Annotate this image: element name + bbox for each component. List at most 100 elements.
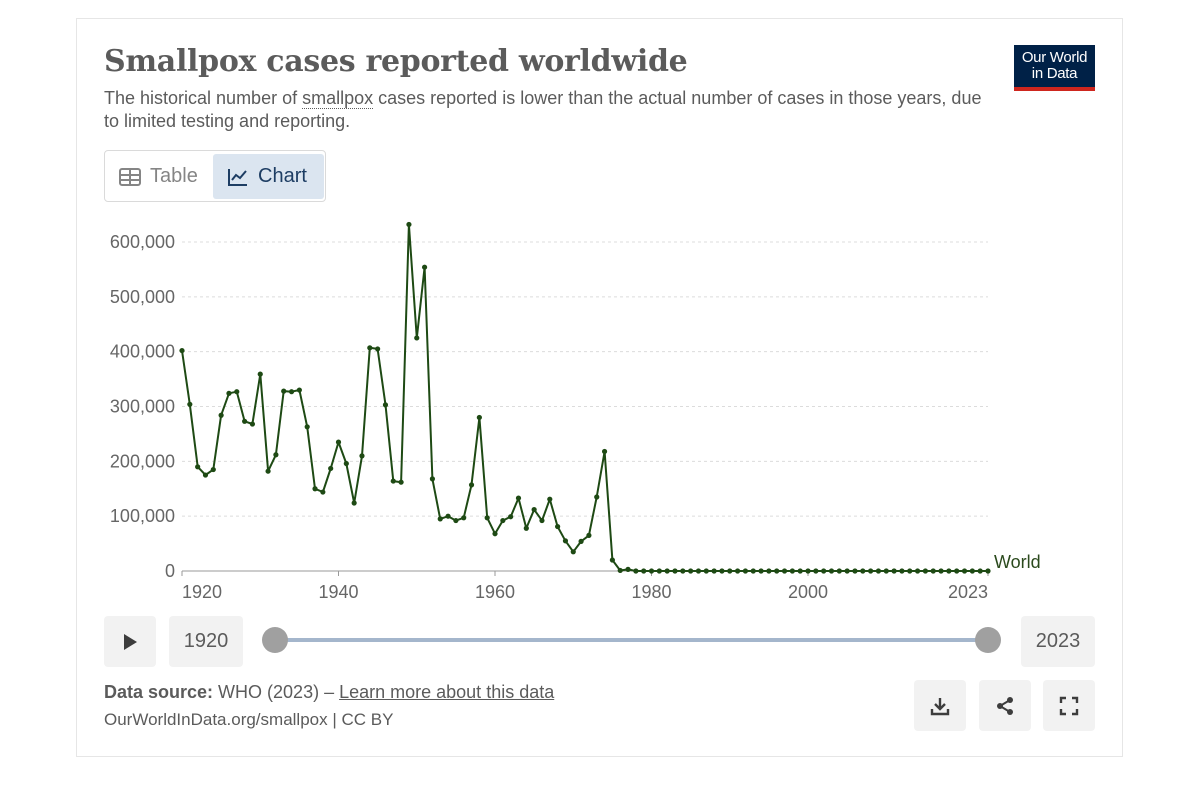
subtitle-text-start: The historical number of xyxy=(104,88,303,108)
series-world: World xyxy=(179,221,1041,574)
data-point xyxy=(484,515,490,521)
data-point xyxy=(860,568,866,574)
data-point xyxy=(304,424,310,430)
data-point xyxy=(805,568,811,574)
data-point xyxy=(672,568,678,574)
data-point xyxy=(570,549,576,555)
data-point xyxy=(539,517,545,524)
data-point xyxy=(922,568,928,574)
data-point xyxy=(969,568,975,574)
data-point xyxy=(406,221,412,228)
data-point xyxy=(242,418,248,424)
data-point xyxy=(609,557,615,563)
data-point xyxy=(328,465,334,472)
data-point xyxy=(711,568,717,574)
data-point xyxy=(445,513,451,519)
data-point xyxy=(734,568,741,574)
data-point xyxy=(234,389,240,395)
x-axis-ticks: 1920 1940 1960 1980 2000 2023 xyxy=(181,571,989,602)
data-point xyxy=(688,568,694,574)
data-point xyxy=(257,371,263,377)
data-point xyxy=(680,568,686,574)
data-point xyxy=(703,568,709,574)
data-point xyxy=(296,387,302,393)
data-point xyxy=(312,486,318,492)
y-tick-label: 600,000 xyxy=(110,232,175,252)
y-axis-ticks: 0 100,000 200,000 300,000 400,000 500,000 600,… xyxy=(110,232,175,581)
data-point xyxy=(421,264,428,270)
data-point xyxy=(375,346,381,352)
data-point xyxy=(899,568,905,574)
timeline-track[interactable] xyxy=(275,638,988,642)
data-point xyxy=(938,568,944,574)
data-point xyxy=(601,448,608,455)
logo-line-2: in Data xyxy=(1031,65,1078,82)
play-icon xyxy=(124,633,137,650)
chart-card xyxy=(76,18,1123,757)
chart-title: Smallpox cases reported worldwide xyxy=(104,44,688,79)
owid-logo[interactable]: Our World in Data xyxy=(1014,45,1095,91)
series-label: World xyxy=(994,552,1041,572)
tab-chart[interactable]: Chart xyxy=(213,154,324,199)
timeline-end-year: 2023 xyxy=(1021,616,1095,667)
data-point xyxy=(719,568,725,574)
view-tabs: Table Chart xyxy=(104,150,326,202)
source-label: Data source: xyxy=(104,682,214,702)
fullscreen-button[interactable] xyxy=(1043,680,1095,731)
x-tick-label: 1980 xyxy=(631,582,671,602)
x-tick-label: 2023 xyxy=(948,582,988,602)
data-point xyxy=(914,568,921,574)
series-line xyxy=(181,223,988,572)
data-point xyxy=(977,568,983,574)
data-source: Data source: WHO (2023) – Learn more abo… xyxy=(104,682,554,703)
fullscreen-icon xyxy=(1059,696,1079,715)
data-point xyxy=(218,412,224,418)
y-tick-label: 400,000 xyxy=(110,342,175,362)
data-point xyxy=(335,439,342,445)
data-point xyxy=(852,568,858,574)
data-point xyxy=(359,453,365,459)
data-point xyxy=(758,568,764,574)
data-point xyxy=(476,414,482,421)
data-point xyxy=(492,531,498,537)
learn-more-link[interactable]: Learn more about this data xyxy=(339,682,555,702)
data-point xyxy=(508,514,514,520)
tab-table-label: Table xyxy=(150,165,198,187)
data-point xyxy=(954,568,960,574)
grid-lines xyxy=(182,241,988,572)
data-point xyxy=(500,517,506,524)
data-point xyxy=(273,452,279,458)
data-point xyxy=(625,566,631,572)
data-point xyxy=(750,568,756,574)
data-point xyxy=(766,568,772,574)
data-point xyxy=(594,494,600,500)
data-point xyxy=(382,402,389,408)
y-tick-label: 100,000 xyxy=(110,506,175,526)
data-point xyxy=(523,525,529,531)
data-point xyxy=(836,568,842,574)
data-point xyxy=(437,516,443,522)
data-point xyxy=(797,568,803,574)
credit-line: OurWorldInData.org/smallpox | CC BY xyxy=(104,710,394,729)
share-button[interactable] xyxy=(979,680,1031,731)
timeline-start-handle[interactable] xyxy=(262,627,288,653)
data-point xyxy=(891,568,897,574)
data-point xyxy=(813,568,819,574)
data-point xyxy=(187,401,193,407)
data-point xyxy=(727,568,733,574)
y-tick-label: 200,000 xyxy=(110,451,175,471)
tab-table[interactable]: Table xyxy=(119,154,219,199)
play-button[interactable] xyxy=(104,616,156,667)
data-point xyxy=(875,568,882,574)
download-button[interactable] xyxy=(914,680,966,731)
x-tick-label: 2000 xyxy=(788,582,828,602)
timeline-end-handle[interactable] xyxy=(975,627,1001,653)
x-tick-label: 1940 xyxy=(318,582,358,602)
data-point xyxy=(664,568,670,574)
data-point xyxy=(461,515,467,521)
data-point xyxy=(985,568,991,574)
smallpox-term-link[interactable]: smallpox xyxy=(302,88,374,109)
x-tick-label: 1960 xyxy=(475,582,515,602)
data-point xyxy=(656,568,662,574)
data-point xyxy=(946,568,952,574)
